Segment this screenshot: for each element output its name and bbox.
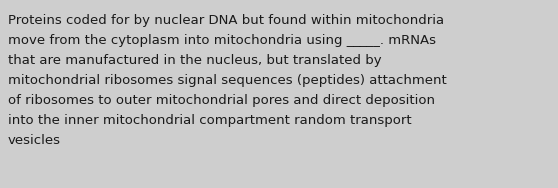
Text: mitochondrial ribosomes signal sequences (peptides) attachment: mitochondrial ribosomes signal sequences… — [8, 74, 447, 87]
Text: Proteins coded for by nuclear DNA but found within mitochondria: Proteins coded for by nuclear DNA but fo… — [8, 14, 444, 27]
Text: into the inner mitochondrial compartment random transport: into the inner mitochondrial compartment… — [8, 114, 412, 127]
Text: that are manufactured in the nucleus, but translated by: that are manufactured in the nucleus, bu… — [8, 54, 382, 67]
Text: of ribosomes to outer mitochondrial pores and direct deposition: of ribosomes to outer mitochondrial pore… — [8, 94, 435, 107]
Text: move from the cytoplasm into mitochondria using _____. mRNAs: move from the cytoplasm into mitochondri… — [8, 34, 436, 47]
Text: vesicles: vesicles — [8, 134, 61, 147]
